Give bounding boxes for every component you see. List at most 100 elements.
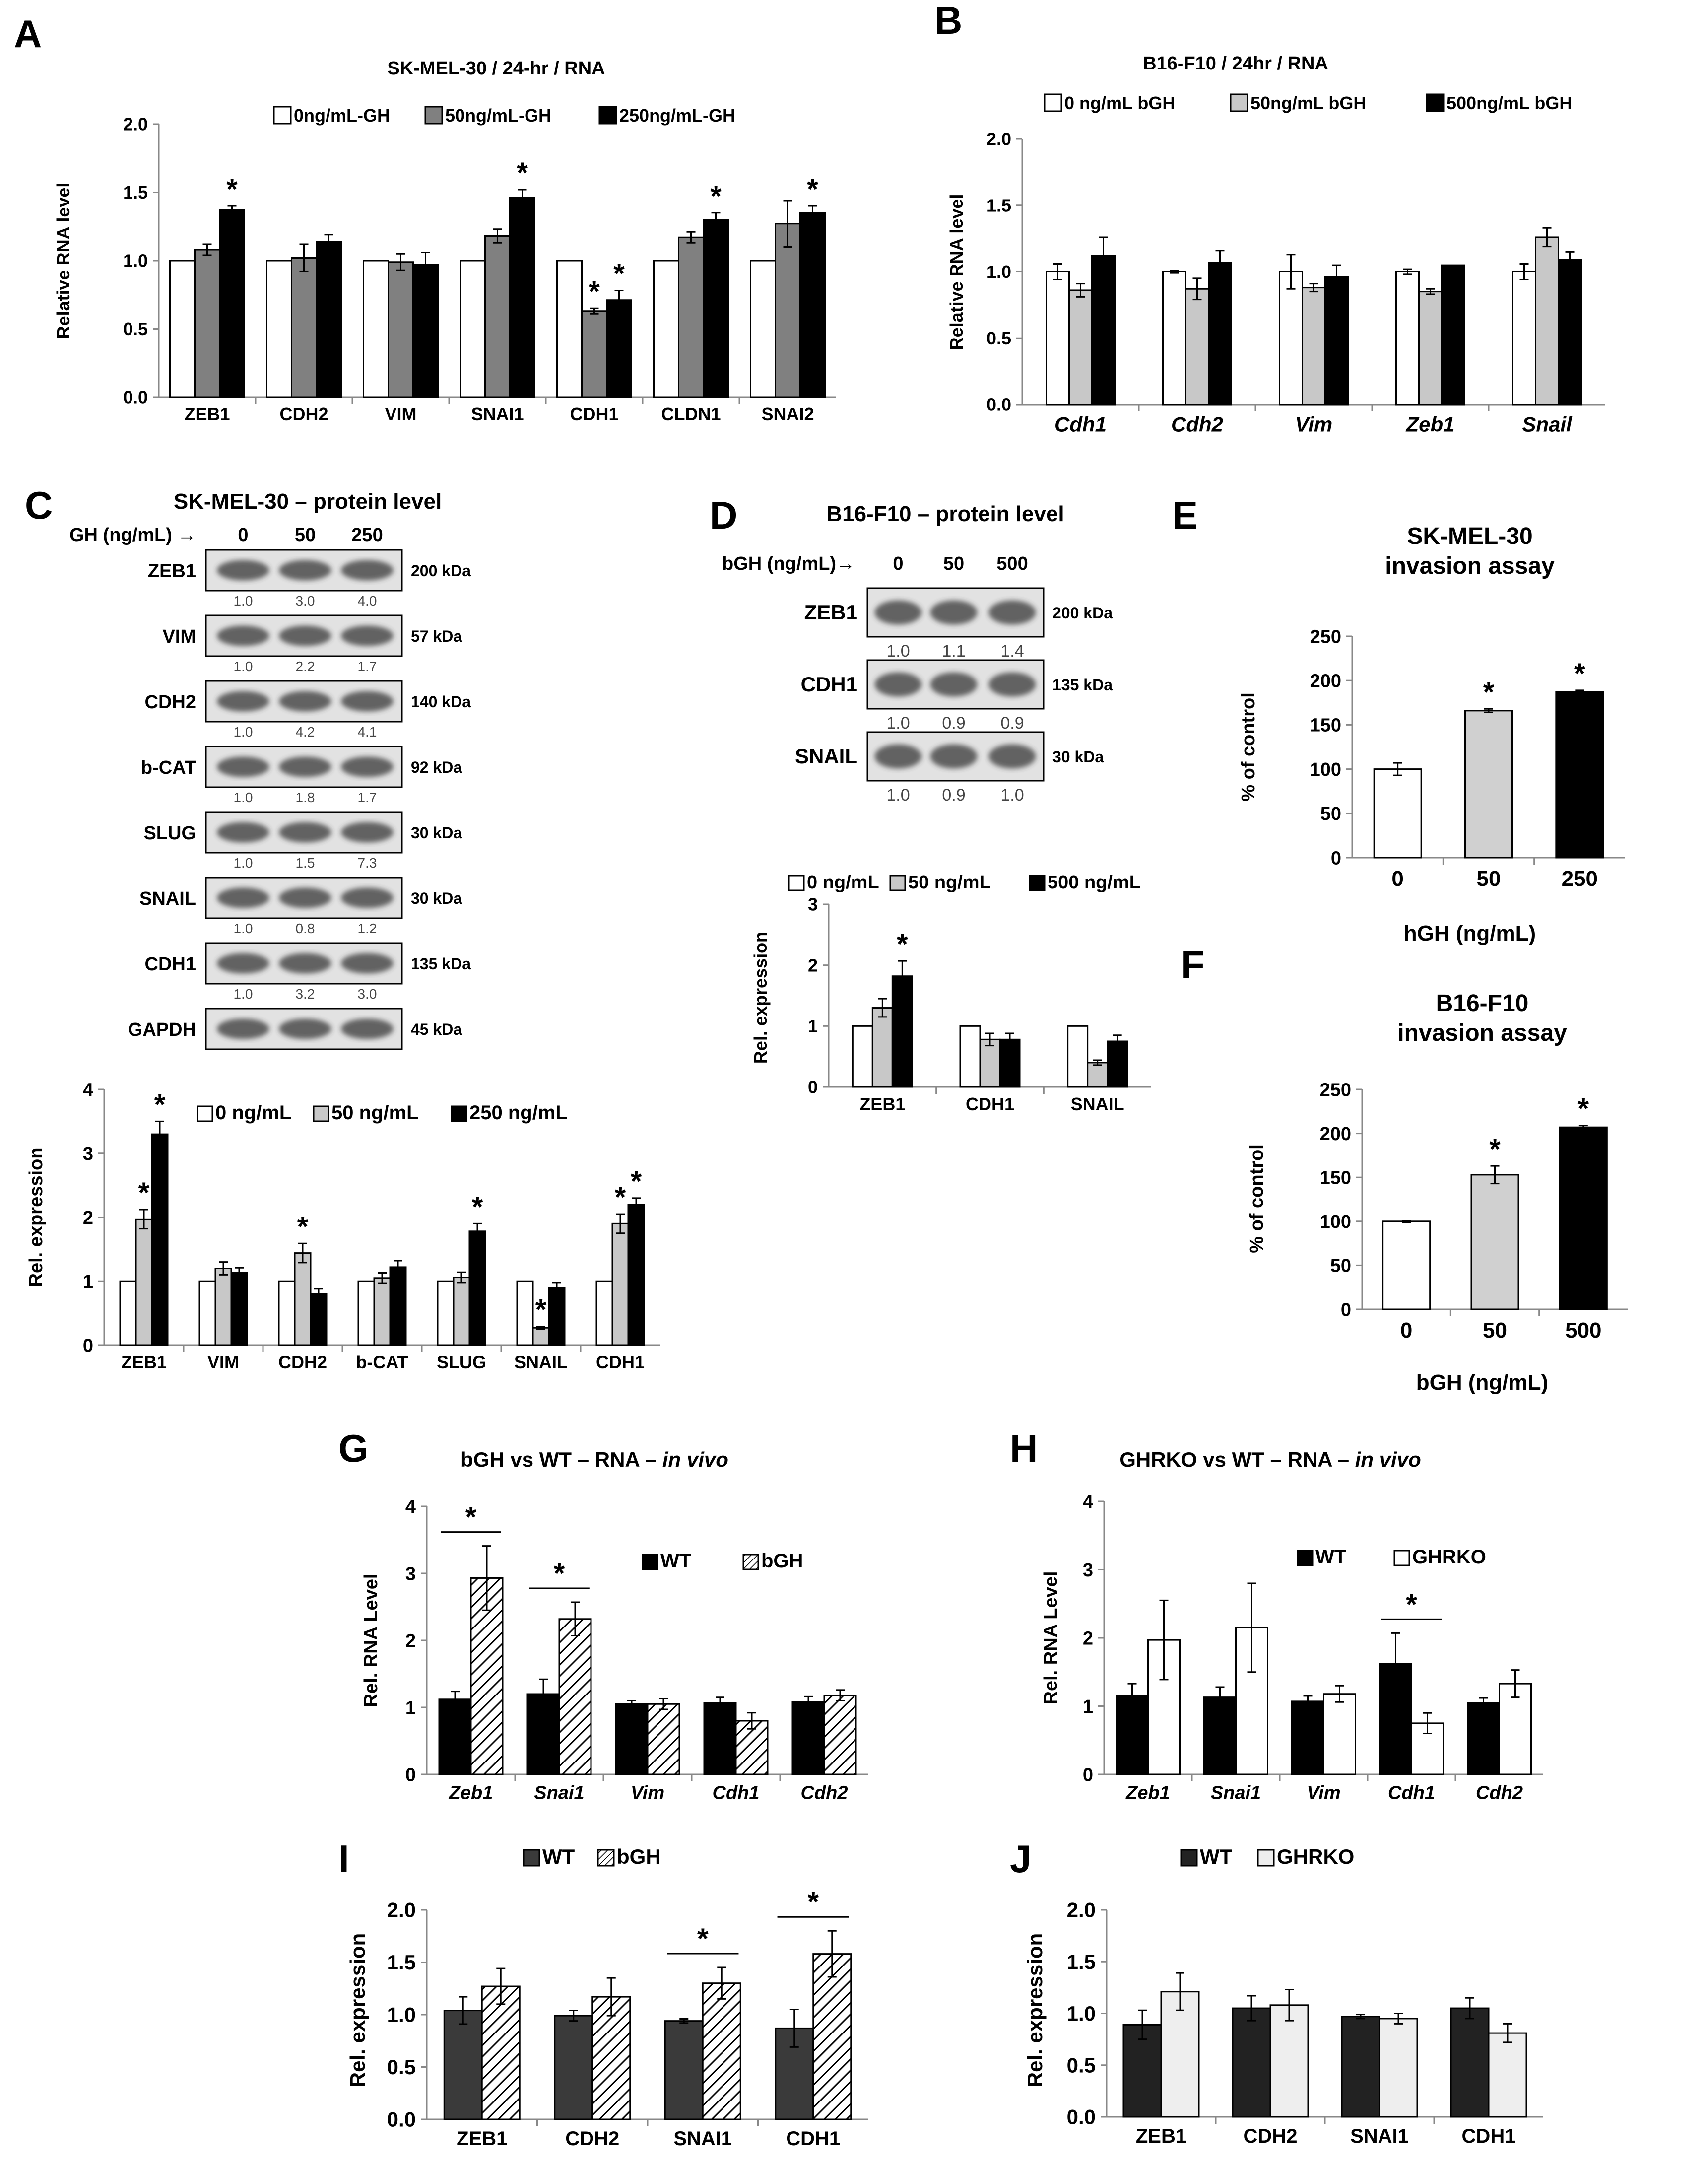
bar-H-Vim-WT (1291, 1700, 1324, 1775)
blot-band (279, 887, 331, 908)
y-tick-label: 2.0 (986, 129, 1011, 149)
blot-quant: 1.0 (234, 593, 253, 609)
chart-title-E: invasion assay (1385, 553, 1555, 579)
legend-swatch (523, 1849, 540, 1867)
blot-kda: 140 kDa (411, 693, 471, 711)
bar-H-Snai1-WT (1203, 1696, 1237, 1775)
blot-band (874, 744, 922, 769)
legend-label-500 ng/mL: 500 ng/mL (1048, 872, 1141, 893)
legend-label-250 ng/mL: 250 ng/mL (469, 1102, 568, 1124)
blot-quant: 1.0 (234, 659, 253, 674)
blot-quant: 1.5 (296, 855, 315, 871)
y-axis-label-J: Rel. expression (1023, 1933, 1047, 2087)
y-axis-label-A: Relative RNA level (53, 183, 73, 339)
blot-band (930, 600, 978, 625)
bar-A-CLDN1-50ng/mL-GH (678, 236, 704, 398)
chart-E: 0 50 100 150 200 250 0 50 250 * * SK-MEL-30 invasion… (1238, 523, 1625, 946)
blot-quant: 1.4 (1000, 642, 1024, 661)
bar-B-Vim-50ng/mL bGH (1302, 287, 1326, 406)
bar-A-SNAI1-0ng/mL-GH (460, 260, 486, 398)
blot-quant: 0.9 (1000, 714, 1024, 733)
x-tick-label-500: 500 (1565, 1318, 1601, 1343)
significance-star: * (613, 258, 625, 290)
y-tick-label: 0.5 (1067, 2053, 1096, 2077)
blot-quant: 1.7 (358, 659, 377, 674)
blot-quant: 1.0 (886, 714, 910, 733)
y-tick-label: 1.0 (123, 251, 148, 271)
y-tick-label: 3 (1083, 1560, 1093, 1581)
bar-J-CDH1-WT (1450, 2007, 1490, 2118)
bar-B-Cdh1-500ng/mL bGH (1091, 255, 1116, 406)
y-tick-label: 0.5 (123, 319, 148, 339)
legend-swatch (1180, 1849, 1198, 1867)
blot-band (874, 600, 922, 625)
bar-C-SNAIL-0 ng/mL (516, 1280, 534, 1346)
y-tick-label: 0 (1331, 848, 1341, 869)
bar-C-SLUG-250 ng/mL (468, 1230, 486, 1346)
legend-swatch (197, 1105, 213, 1122)
y-tick-label: 150 (1320, 1168, 1351, 1189)
y-tick-label: 1 (808, 1016, 818, 1036)
y-tick-label: 2.0 (1067, 1898, 1096, 1922)
bar-A-CDH2-250ng/mL-GH (316, 241, 342, 398)
blot-dose-label-C: GH (ng/mL) → (69, 525, 196, 545)
bar-A-ZEB1-250ng/mL-GH (219, 209, 245, 398)
blot-dose: 0 (238, 525, 248, 545)
bar-I-CDH2-bGH (591, 1996, 631, 2120)
y-axis-label-H: Rel. RNA Level (1041, 1571, 1061, 1705)
bar-G-Cdh2-WT (791, 1701, 825, 1775)
legend-label-50ng/mL bGH: 50ng/mL bGH (1250, 93, 1366, 113)
y-tick-label: 1.0 (1067, 2002, 1096, 2025)
chart-J: 0.0 0.5 1.0 1.5 2.0 ZEB1 CDH2 SNAI1 CDH1 Rel. exp… (1023, 1845, 1543, 2147)
bar-J-CDH1-GHRKO (1488, 2032, 1527, 2118)
legend-label-WT: WT (1200, 1845, 1233, 1868)
chart-title-part: in vivo (1355, 1448, 1421, 1471)
bar-C-CDH2-50 ng/mL (294, 1252, 312, 1346)
x-tick-label-SLUG: SLUG (437, 1352, 486, 1372)
y-axis-label-G: Rel. RNA Level (361, 1574, 382, 1707)
bar-H-Zeb1-WT (1116, 1695, 1149, 1775)
bar-B-Cdh2-50ng/mL bGH (1185, 288, 1209, 406)
blot-dose: 50 (295, 525, 316, 545)
y-tick-label: 4 (83, 1080, 93, 1100)
blot-band (279, 822, 331, 843)
blot-quant: 1.0 (234, 921, 253, 936)
chart-title-F: invasion assay (1397, 1020, 1567, 1046)
significance-star: * (615, 1181, 626, 1214)
bar-I-SNAI1-WT (664, 2020, 704, 2120)
x-tick-label-ZEB1: ZEB1 (1136, 2125, 1186, 2147)
bar-C-ZEB1-0 ng/mL (119, 1280, 137, 1346)
blot-title-D: B16-F10 – protein level (826, 502, 1064, 526)
chart-D: 0 1 2 3 ZEB1 CDH1 SNAIL * Rel. expression 0 ng/mL… (750, 872, 1151, 1114)
blot-band (279, 953, 331, 974)
bar-C-CDH1-0 ng/mL (595, 1280, 613, 1346)
bar-D-CDH1-50 ng/mL (979, 1038, 1001, 1088)
bar-G-Cdh1-WT (703, 1702, 737, 1775)
legend-label-50 ng/mL: 50 ng/mL (331, 1102, 419, 1124)
legend-swatch (1257, 1849, 1275, 1867)
bar-C-b-CAT-250 ng/mL (389, 1266, 407, 1346)
bar-A-SNAI1-250ng/mL-GH (509, 197, 535, 398)
y-tick-label: 100 (1310, 759, 1341, 780)
panel-label-H: H (1010, 1426, 1038, 1470)
blot-band (988, 744, 1036, 769)
significance-star: * (465, 1501, 477, 1534)
blot-band (988, 600, 1036, 625)
bar-D-ZEB1-50 ng/mL (871, 1007, 893, 1088)
panel-label-E: E (1172, 493, 1198, 537)
y-tick-label: 0.0 (387, 2108, 416, 2131)
significance-star: * (807, 1886, 819, 1918)
chart-title-E: SK-MEL-30 (1407, 523, 1532, 549)
bar-A-CLDN1-250ng/mL-GH (703, 219, 729, 398)
blot-band (341, 1018, 394, 1039)
y-tick-label: 4 (1083, 1491, 1093, 1512)
blot-band (217, 756, 269, 777)
blot-dose-label-D: bGH (ng/mL)→ (722, 553, 855, 574)
y-tick-label: 1 (405, 1697, 416, 1718)
significance-star: * (517, 157, 528, 189)
y-tick-label: 250 (1310, 626, 1341, 647)
y-tick-label: 3 (405, 1563, 416, 1584)
x-tick-label-Snai1: Snai1 (534, 1782, 584, 1803)
blot-kda: 30 kDa (411, 889, 462, 907)
blot-band (341, 691, 394, 712)
